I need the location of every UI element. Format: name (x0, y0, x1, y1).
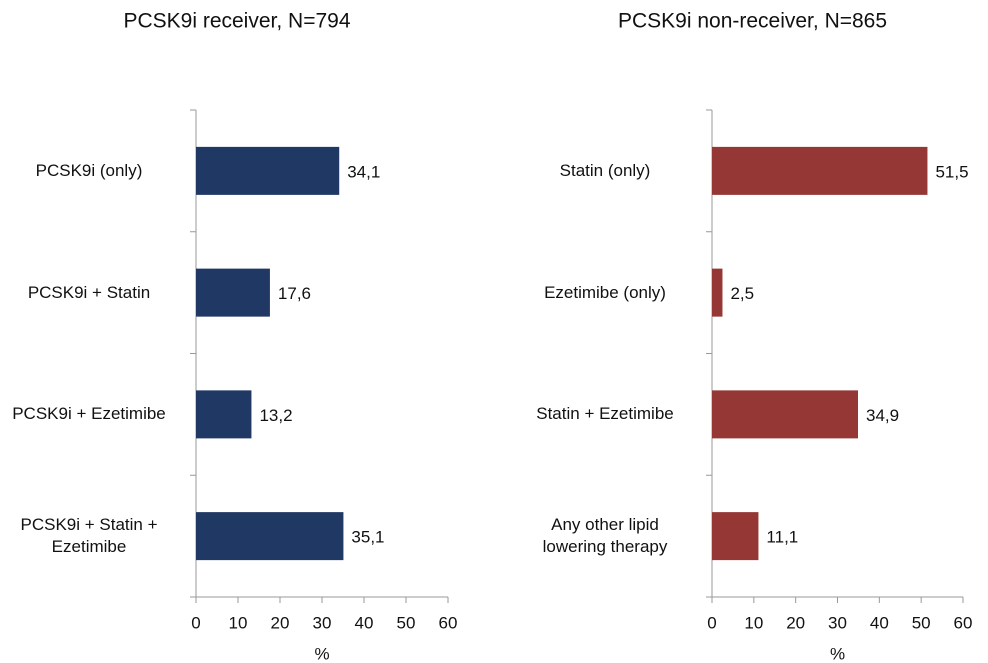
bar (712, 390, 858, 439)
value-label: 11,1 (766, 528, 798, 547)
x-tick-label: 20 (271, 613, 290, 632)
bar (196, 268, 270, 317)
category-label: PCSK9i + Ezetimibe (12, 404, 166, 424)
category-label: Ezetimibe (only) (544, 282, 666, 302)
x-tick-label: 40 (870, 613, 889, 632)
value-label: 13,2 (259, 406, 292, 425)
x-tick-label: 10 (744, 613, 763, 632)
chart-title: PCSK9i receiver, N=794 (123, 10, 350, 33)
chart-title: PCSK9i non-receiver, N=865 (618, 10, 887, 33)
x-axis-label: % (830, 644, 845, 663)
category-label: Any other lipid lowering therapy (542, 515, 668, 557)
x-tick-label: 50 (397, 613, 416, 632)
category-label: Statin (only) (559, 160, 651, 180)
value-label: 34,1 (347, 162, 380, 181)
x-tick-label: 0 (191, 613, 200, 632)
bar (196, 512, 344, 561)
x-axis-label: % (314, 644, 329, 663)
x-tick-label: 40 (355, 613, 374, 632)
value-label: 17,6 (278, 284, 311, 303)
bar (712, 268, 723, 317)
bar (196, 390, 252, 439)
value-label: 51,5 (935, 162, 968, 181)
category-label: Statin + Ezetimibe (536, 404, 674, 424)
category-label: PCSK9i + Statin (27, 282, 151, 302)
bar (196, 146, 340, 195)
bar (712, 146, 928, 195)
value-label: 2,5 (730, 284, 754, 303)
x-tick-label: 10 (229, 613, 248, 632)
x-tick-label: 50 (912, 613, 931, 632)
x-tick-label: 30 (828, 613, 847, 632)
value-label: 34,9 (866, 406, 899, 425)
x-tick-label: 60 (954, 613, 973, 632)
category-label: PCSK9i + Statin + Ezetimibe (20, 515, 158, 557)
x-tick-label: 0 (707, 613, 716, 632)
x-tick-label: 20 (786, 613, 805, 632)
bar (712, 512, 759, 561)
value-label: 35,1 (351, 528, 384, 547)
category-label: PCSK9i (only) (35, 160, 143, 180)
x-tick-label: 30 (313, 613, 332, 632)
x-tick-label: 60 (439, 613, 458, 632)
